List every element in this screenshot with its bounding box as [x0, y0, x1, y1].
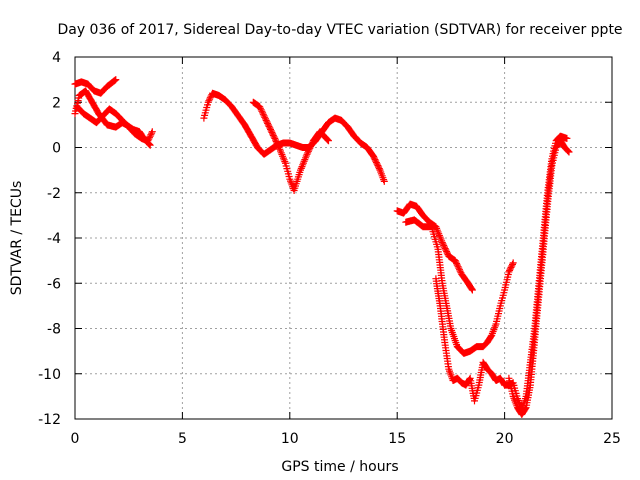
x-tick-label: 10 — [281, 431, 299, 447]
x-tick-label: 5 — [178, 431, 187, 447]
y-tick-label: 0 — [52, 141, 61, 157]
y-tick-label: -10 — [38, 367, 61, 383]
series-markers — [200, 89, 388, 185]
series-markers — [505, 137, 573, 418]
chart-title: Day 036 of 2017, Sidereal Day-to-day VTE… — [57, 22, 622, 38]
series-markers — [249, 98, 332, 194]
data-series — [249, 98, 332, 194]
y-tick-label: -12 — [38, 412, 61, 428]
data-series — [71, 76, 120, 97]
data-series — [200, 89, 388, 185]
axis-ticks — [74, 56, 613, 420]
series-markers — [73, 103, 156, 145]
data-marks — [71, 76, 573, 418]
series-markers — [432, 132, 571, 414]
x-tick-labels: 0 5 10 15 20 25 — [71, 431, 621, 447]
y-tick-label: 4 — [52, 50, 61, 66]
y-tick-label: -2 — [47, 186, 61, 202]
y-axis-label: SDTVAR / TECUs — [9, 181, 25, 296]
y-tick-label: -8 — [47, 322, 61, 338]
data-series — [402, 216, 517, 357]
x-axis-label: GPS time / hours — [281, 459, 398, 475]
series-markers — [402, 216, 517, 357]
grid — [75, 57, 612, 419]
x-tick-label: 15 — [388, 431, 406, 447]
y-tick-label: -4 — [47, 231, 61, 247]
data-series — [73, 103, 156, 145]
x-tick-label: 20 — [496, 431, 514, 447]
y-tick-labels: 4 2 0 -2 -4 -6 -8 -10 -12 — [38, 50, 61, 428]
data-series — [432, 132, 571, 414]
series-markers — [71, 76, 120, 97]
y-tick-label: 2 — [52, 95, 61, 111]
x-tick-label: 25 — [603, 431, 621, 447]
data-series — [505, 137, 573, 418]
y-tick-label: -6 — [47, 276, 61, 292]
x-tick-label: 0 — [71, 431, 80, 447]
